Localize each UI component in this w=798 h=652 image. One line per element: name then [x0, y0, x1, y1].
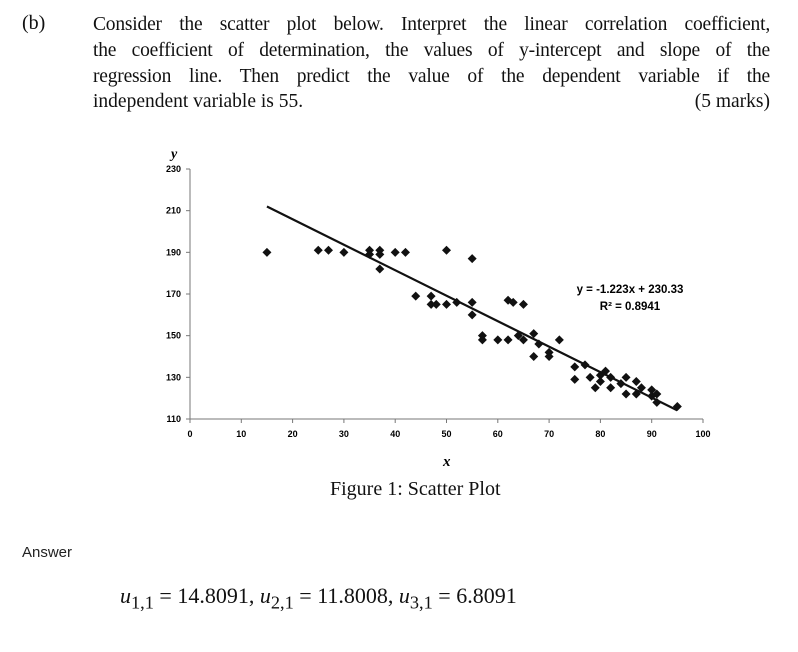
data-point	[477, 335, 487, 345]
data-point	[636, 383, 646, 393]
x-tick-label: 40	[390, 429, 400, 439]
data-point	[426, 299, 436, 309]
y-tick-label: 190	[166, 247, 181, 257]
data-point	[631, 377, 641, 386]
data-point	[529, 329, 539, 339]
x-tick-label: 10	[236, 429, 246, 439]
answer-part-3: u3,1 = 6.8091	[398, 583, 517, 613]
data-point	[570, 362, 580, 372]
x-tick-label: 60	[493, 429, 503, 439]
data-point	[390, 247, 400, 257]
y-tick-label: 230	[166, 164, 181, 174]
x-tick-label: 70	[544, 429, 554, 439]
question-line-3: regression line. Then predict the value …	[93, 66, 770, 87]
x-tick-label: 0	[187, 429, 192, 439]
chart-points	[262, 245, 682, 411]
data-point	[595, 377, 605, 386]
marks-label: (5 marks)	[694, 91, 770, 112]
data-point	[262, 247, 272, 257]
y-tick-label: 110	[166, 414, 181, 424]
question-line-4: independent variable is 55. (5 marks)	[93, 91, 770, 113]
data-point	[518, 299, 528, 309]
data-point	[324, 245, 334, 255]
data-point	[375, 249, 385, 259]
y-axis-label: y	[169, 147, 178, 162]
question-last-line: independent variable is 55.	[93, 91, 304, 112]
question-line-2: the coefficient of determination, the va…	[93, 40, 770, 61]
data-point	[313, 245, 323, 255]
data-point	[606, 383, 616, 393]
data-point	[493, 335, 503, 345]
trendline-equation: y = -1.223x + 230.33	[577, 284, 684, 296]
question-line-1: Consider the scatter plot below. Interpr…	[93, 14, 770, 35]
x-tick-label: 90	[647, 429, 657, 439]
data-point	[467, 254, 477, 264]
answer-part-1: u1,1 = 14.8091,	[120, 583, 255, 613]
question-label: (b)	[22, 12, 46, 34]
regression-line	[266, 205, 678, 412]
answer-part-2: u2,1 = 11.8008,	[259, 583, 394, 613]
y-tick-label: 130	[166, 372, 181, 382]
data-point	[508, 297, 518, 307]
data-point	[652, 389, 662, 399]
r-squared-label: R² = 0.8941	[600, 301, 661, 313]
data-point	[647, 385, 657, 395]
data-point	[554, 335, 564, 345]
y-tick-label: 150	[166, 331, 181, 341]
x-tick-label: 30	[339, 429, 349, 439]
data-point	[426, 291, 436, 301]
data-point	[503, 335, 513, 345]
data-point	[467, 310, 477, 320]
x-tick-label: 100	[695, 429, 710, 439]
data-point	[529, 352, 539, 361]
data-point	[442, 299, 451, 309]
data-point	[621, 372, 631, 382]
y-tick-label: 210	[166, 206, 181, 216]
data-point	[400, 247, 410, 257]
x-tick-label: 50	[441, 429, 451, 439]
data-point	[544, 352, 554, 361]
data-point	[339, 247, 349, 257]
data-point	[431, 299, 441, 309]
x-tick-label: 80	[595, 429, 605, 439]
data-point	[585, 372, 595, 382]
chart-trendline	[266, 205, 678, 412]
data-point	[442, 245, 451, 255]
data-point	[375, 264, 385, 274]
data-point	[467, 297, 477, 307]
figure-caption: Figure 1: Scatter Plot	[330, 478, 501, 500]
answer-equation: u1,1 = 14.8091, u2,1 = 11.8008, u3,1 = 6…	[120, 583, 517, 613]
y-tick-label: 170	[166, 289, 181, 299]
data-point	[590, 383, 600, 393]
data-point	[411, 291, 421, 301]
data-point	[621, 389, 631, 399]
answer-label: Answer	[22, 544, 73, 561]
chart-ticks: 0 10 20 30 40 50 60 70 80 90 100 230 210 190 170 150 130…	[166, 164, 711, 439]
data-point	[570, 374, 580, 384]
x-axis-label: x	[442, 454, 451, 470]
x-tick-label: 20	[288, 429, 298, 439]
data-point	[518, 335, 528, 345]
